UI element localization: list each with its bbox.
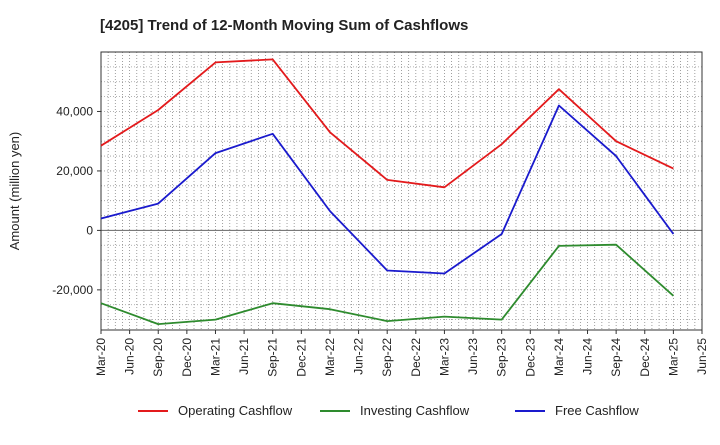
series-line-3 (100, 104, 675, 275)
legend-label: Investing Cashflow (360, 403, 470, 418)
x-tick-label: Mar-21 (208, 338, 222, 376)
series-line-1 (100, 58, 674, 189)
x-tick-label: Mar-22 (323, 338, 337, 376)
y-axis-label: Amount (million yen) (7, 132, 22, 251)
x-tick-label: Jun-20 (123, 338, 137, 375)
x-tick-label: Dec-20 (180, 338, 194, 377)
x-tick-label: Sep-20 (151, 338, 165, 377)
x-tick-label: Sep-24 (609, 338, 623, 377)
legend: Operating Cashflow Investing Cashflow Free… (138, 403, 639, 418)
x-tick-label: Mar-24 (552, 338, 566, 376)
x-tick-label: Dec-21 (294, 338, 308, 377)
x-tick-label: Sep-22 (380, 338, 394, 377)
x-tick-label: Jun-25 (695, 338, 709, 375)
chart-title: [4205] Trend of 12-Month Moving Sum of C… (100, 17, 468, 34)
y-tick-label: 0 (86, 223, 93, 237)
x-tick-label: Jun-23 (466, 338, 480, 375)
y-tick-label: 40,000 (56, 104, 93, 118)
x-tick-label: Dec-23 (523, 338, 537, 377)
x-tick-label: Jun-24 (581, 338, 595, 375)
legend-label: Free Cashflow (555, 403, 639, 418)
x-tick-label: Sep-23 (495, 338, 509, 377)
legend-label: Operating Cashflow (178, 403, 293, 418)
x-tick-label: Sep-21 (266, 338, 280, 377)
x-tick-label: Dec-22 (409, 338, 423, 377)
y-tick-label: 20,000 (56, 164, 93, 178)
plot-area: -20,000 0 20,000 40,000 Mar-20 Jun-20 Sep-20 De… (52, 51, 709, 377)
x-tick-label: Mar-20 (94, 338, 108, 376)
x-tick-label: Jun-22 (352, 338, 366, 375)
x-tick-label: Dec-24 (638, 338, 652, 377)
x-tick-label: Jun-21 (237, 338, 251, 375)
x-tick-label: Mar-23 (437, 338, 451, 376)
x-tick-label: Mar-25 (666, 338, 680, 376)
plot-frame (100, 51, 703, 331)
series-line-2 (100, 243, 674, 326)
y-tick-label: -20,000 (52, 283, 93, 297)
